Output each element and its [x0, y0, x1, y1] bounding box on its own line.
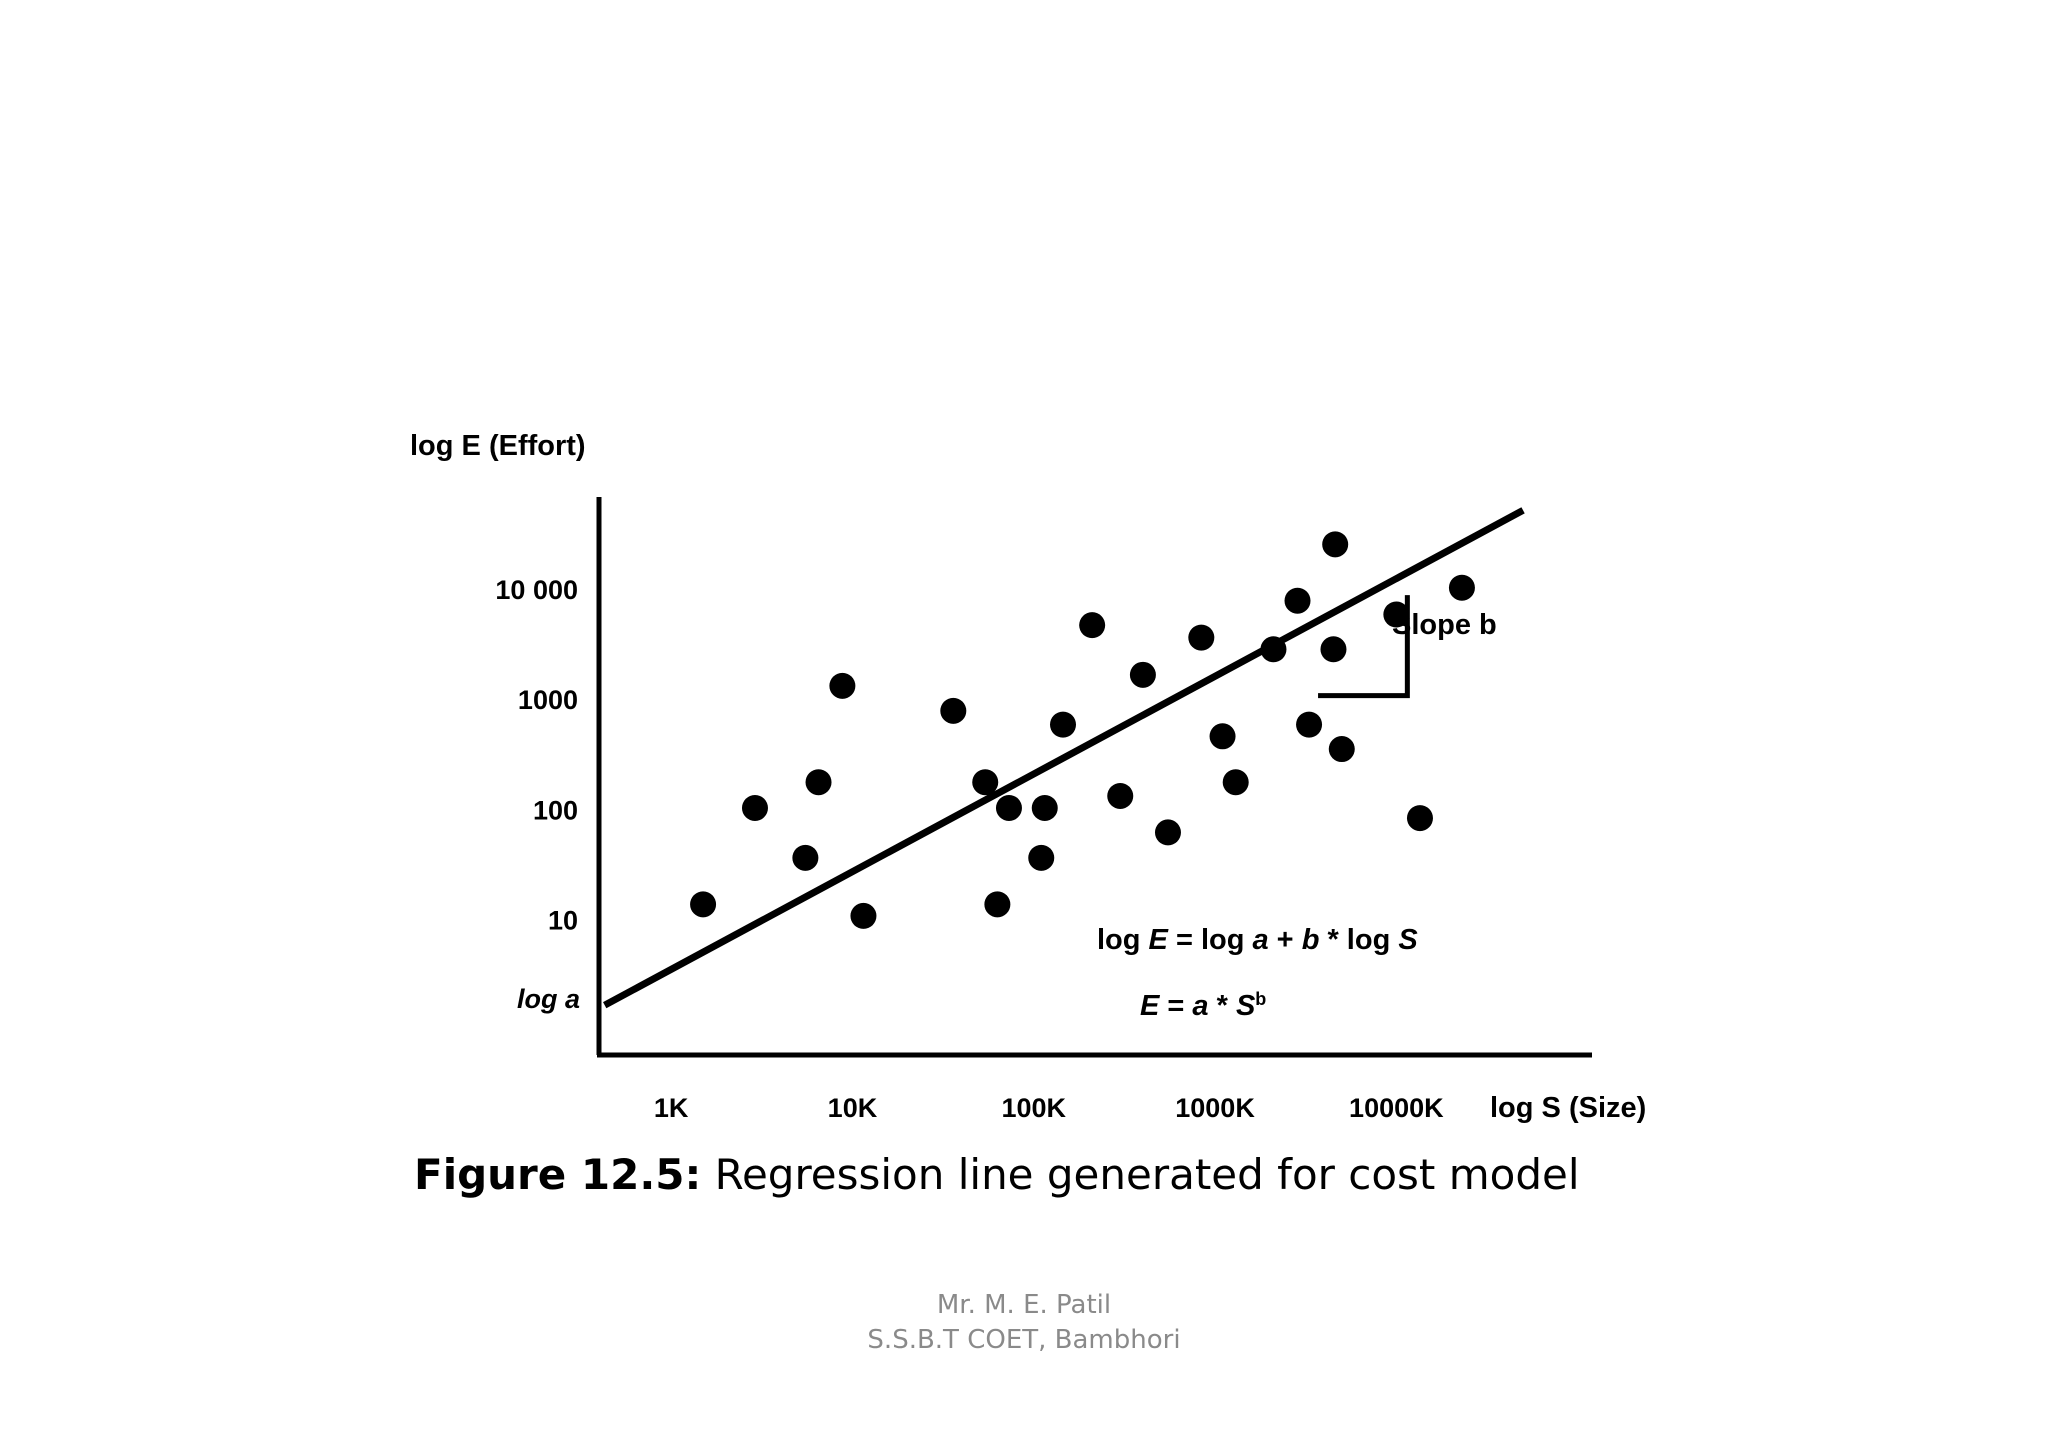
y-tick-label-4: 10 000 [495, 575, 578, 605]
figure-caption: Figure 12.5: Regression line generated f… [414, 1150, 1580, 1199]
data-point-15 [1107, 782, 1134, 809]
data-point-12 [1031, 794, 1058, 821]
data-point-1 [690, 891, 717, 918]
data-point-24 [1320, 636, 1347, 663]
y-tick-label-3: 1000 [518, 685, 578, 715]
data-point-3 [792, 844, 819, 871]
data-point-9 [984, 891, 1011, 918]
data-point-13 [1050, 711, 1077, 738]
slope-label: Slope b [1392, 609, 1497, 641]
x-tick-label-3: 100K [1001, 1093, 1066, 1123]
data-point-29 [1448, 574, 1475, 601]
data-point-18 [1188, 624, 1215, 651]
data-point-14 [1079, 612, 1106, 639]
data-points [690, 531, 1475, 929]
figure-caption-text: Regression line generated for cost model [701, 1150, 1580, 1199]
y-tick-label-2: 100 [533, 795, 578, 825]
footer-institution: S.S.B.T COET, Bambhori [867, 1325, 1181, 1355]
data-point-8 [972, 769, 999, 796]
data-point-2 [741, 794, 768, 821]
data-point-11 [1028, 844, 1055, 871]
data-point-7 [940, 697, 967, 724]
data-point-28 [1406, 805, 1433, 832]
power-formula: E = a * Sb [1140, 989, 1266, 1022]
data-point-19 [1209, 723, 1236, 750]
x-tick-label-1: 1K [654, 1093, 689, 1123]
data-point-22 [1284, 587, 1311, 614]
log-formula: log E = log a + b * log S [1097, 924, 1418, 956]
data-point-16 [1129, 661, 1156, 688]
x-tick-label-4: 1000K [1175, 1093, 1255, 1123]
log-a-label: log a [517, 984, 580, 1014]
figure-number: Figure 12.5: [414, 1150, 702, 1199]
x-tick-label-2: 10K [828, 1093, 878, 1123]
data-point-4 [805, 769, 832, 796]
x-tick-label-5: 10000K [1349, 1093, 1444, 1123]
data-point-21 [1260, 636, 1287, 663]
x-axis-title: log S (Size) [1490, 1092, 1646, 1124]
slope-marker [1318, 595, 1410, 699]
data-point-23 [1296, 711, 1323, 738]
y-tick-label-1: 10 [548, 905, 578, 935]
y-tick-labels: 10 100 1000 10 000 [495, 575, 578, 935]
data-point-27 [1383, 601, 1410, 628]
data-point-5 [829, 672, 856, 699]
y-axis-title: log E (Effort) [410, 430, 586, 462]
data-point-20 [1222, 769, 1249, 796]
x-tick-labels: 1K 10K 100K 1000K 10000K [654, 1093, 1444, 1123]
data-point-6 [850, 902, 877, 929]
footer-author: Mr. M. E. Patil [936, 1290, 1112, 1320]
data-point-26 [1328, 736, 1355, 763]
data-point-25 [1322, 531, 1349, 558]
data-point-10 [995, 794, 1022, 821]
regression-line [603, 507, 1525, 1009]
data-point-17 [1154, 819, 1181, 846]
